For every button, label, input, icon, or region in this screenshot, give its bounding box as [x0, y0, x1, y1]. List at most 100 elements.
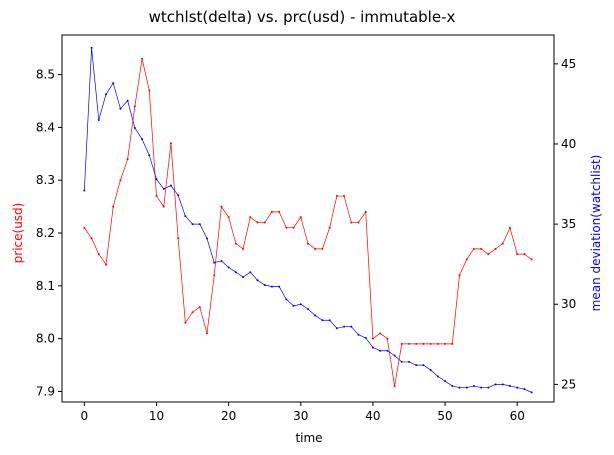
series-point-left: [83, 226, 86, 229]
series-point-left: [97, 253, 100, 256]
series-point-left: [321, 247, 324, 250]
series-point-left: [436, 342, 439, 345]
series-point-right: [314, 314, 317, 317]
series-point-left: [162, 205, 165, 208]
series-point-left: [400, 342, 403, 345]
y-left-tick-label: 8.1: [36, 279, 55, 293]
series-point-right: [451, 384, 454, 387]
y-right-tick-label: 35: [561, 217, 576, 231]
series-point-right: [177, 194, 180, 197]
series-point-right: [393, 354, 396, 357]
series-point-left: [307, 242, 309, 245]
series-point-left: [249, 216, 252, 219]
y-right-tick-label: 40: [561, 137, 576, 151]
series-point-left: [90, 237, 93, 240]
series-point-right: [357, 333, 360, 336]
series-point-right: [213, 261, 216, 264]
series-point-right: [458, 386, 461, 389]
series-point-right: [169, 184, 172, 187]
series-point-left: [198, 305, 201, 308]
series-point-right: [379, 349, 382, 352]
series-point-left: [371, 337, 374, 340]
series-point-right: [83, 189, 86, 192]
x-tick-label: 50: [437, 409, 452, 423]
series-point-right: [480, 386, 483, 389]
series-point-left: [451, 342, 454, 345]
series-point-left: [516, 253, 519, 256]
series-point-right: [198, 223, 201, 226]
series-point-right: [407, 360, 410, 363]
series-point-right: [191, 223, 194, 226]
series-point-left: [508, 226, 511, 229]
x-axis: 0 10 20 30 40 50 60: [81, 402, 525, 423]
series-point-right: [234, 271, 237, 274]
series-point-right: [141, 138, 144, 141]
series-point-right: [436, 375, 439, 378]
series-point-left: [169, 142, 172, 145]
series-point-right: [155, 178, 158, 181]
series-point-right: [97, 118, 100, 121]
x-tick-label: 30: [293, 409, 308, 423]
series-point-right: [133, 126, 136, 129]
x-tick-label: 10: [149, 409, 164, 423]
series-point-right: [444, 380, 447, 383]
series-point-right: [227, 266, 230, 269]
series-point-left: [393, 385, 396, 388]
series-point-right: [292, 304, 295, 307]
series-point-left: [119, 179, 122, 182]
x-tick-label: 0: [81, 409, 89, 423]
series-point-left: [328, 226, 331, 229]
series-point-left: [444, 342, 447, 345]
series-point-left: [335, 195, 338, 198]
series-point-right: [400, 360, 403, 363]
series-point-right: [220, 259, 223, 262]
series-point-right: [307, 308, 309, 311]
series-point-right: [162, 187, 165, 190]
series-point-left: [292, 226, 295, 229]
series-point-left: [105, 263, 108, 266]
chart-title: wtchlst(delta) vs. prc(usd) - immutable-…: [149, 8, 456, 26]
series-point-right: [530, 391, 533, 394]
series-point-left: [242, 247, 245, 250]
series-point-left: [407, 342, 410, 345]
series-point-left: [343, 195, 346, 198]
series-point-right: [429, 368, 432, 371]
series-point-right: [90, 46, 93, 49]
series-point-left: [206, 332, 209, 335]
y-left-tick-label: 8.5: [36, 68, 55, 82]
series-point-left: [278, 210, 281, 213]
series-point-right: [270, 285, 273, 288]
series-point-left: [126, 158, 129, 161]
series-point-left: [191, 311, 194, 314]
series-point-right: [335, 327, 338, 330]
series-point-left: [256, 221, 259, 224]
series-point-right: [364, 336, 367, 339]
series-point-left: [220, 205, 223, 208]
series-point-right: [321, 319, 324, 322]
series-point-left: [429, 342, 432, 345]
series-point-right: [249, 271, 252, 274]
series-point-right: [285, 298, 288, 301]
series-point-left: [523, 253, 526, 256]
series-point-right: [422, 364, 425, 367]
series-point-right: [184, 215, 187, 218]
y-right-tick-label: 45: [561, 57, 576, 71]
x-tick-label: 20: [221, 409, 236, 423]
series-point-right: [516, 386, 519, 389]
y-axis-left-label: price(usd): [11, 203, 25, 264]
series-point-left: [314, 247, 317, 250]
plot-lines: [83, 46, 533, 394]
y-axis-right: 25 30 35 40 45: [554, 57, 576, 391]
series-point-right: [371, 346, 374, 349]
y-right-tick-label: 25: [561, 377, 576, 391]
series-point-right: [465, 386, 468, 389]
series-point-left: [141, 57, 144, 60]
series-point-left: [386, 337, 389, 340]
y-left-tick-label: 7.9: [36, 384, 55, 398]
series-point-left: [285, 226, 288, 229]
series-point-left: [112, 205, 115, 208]
y-left-tick-label: 8.0: [36, 332, 55, 346]
series-point-right: [508, 384, 511, 387]
series-point-right: [126, 99, 129, 102]
